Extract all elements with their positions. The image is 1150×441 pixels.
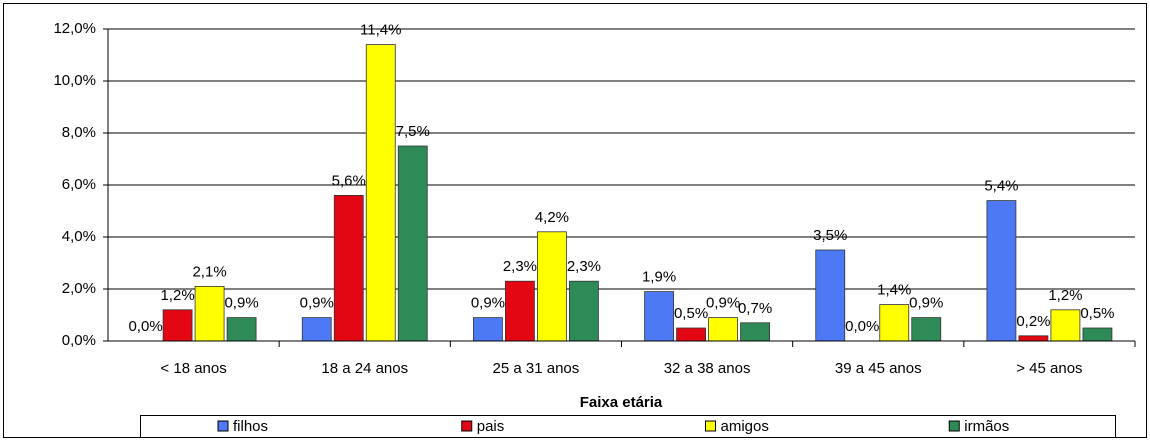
y-tick-label: 12,0% (53, 20, 96, 37)
bar (569, 280, 599, 342)
bar (708, 317, 738, 342)
bar (879, 304, 910, 342)
value-label: 5,4% (984, 178, 1018, 195)
bar (1018, 335, 1049, 342)
legend-swatch (217, 420, 229, 432)
bar (397, 145, 428, 342)
value-label: 2,3% (503, 258, 537, 275)
value-label: 0,9% (706, 295, 740, 312)
value-label: 0,9% (471, 295, 505, 312)
value-label: 1,2% (1048, 287, 1082, 304)
bar (644, 291, 674, 342)
value-label: 1,2% (160, 287, 194, 304)
value-label: 0,0% (845, 318, 879, 335)
bar (815, 249, 846, 342)
legend-box (140, 415, 1116, 438)
legend-swatch (705, 420, 716, 432)
x-tick-label: 18 a 24 anos (321, 360, 408, 377)
value-label: 1,9% (642, 269, 676, 286)
value-label: 0,0% (128, 318, 162, 335)
bar (676, 327, 706, 342)
value-label: 0,9% (909, 295, 943, 312)
bar (194, 285, 225, 342)
bar (226, 317, 257, 342)
bar (162, 309, 193, 342)
x-tick-label: 39 a 45 anos (835, 360, 922, 377)
bar (986, 200, 1017, 342)
value-label: 0,5% (674, 305, 708, 322)
y-tick-label: 10,0% (53, 72, 96, 89)
value-label: 1,4% (877, 282, 911, 299)
legend-label: irmãos (964, 418, 1009, 435)
legend-swatch (461, 420, 473, 432)
value-label: 4,2% (535, 209, 569, 226)
value-label: 0,7% (738, 300, 772, 317)
y-tick-label: 2,0% (62, 280, 96, 297)
value-label: 3,5% (813, 227, 847, 244)
bar (301, 317, 332, 342)
chart-border (3, 3, 1147, 438)
bar (537, 231, 567, 342)
y-tick-label: 0,0% (62, 332, 96, 349)
y-tick-label: 4,0% (62, 228, 96, 245)
legend-label: amigos (721, 418, 769, 435)
legend-label: filhos (233, 418, 268, 435)
y-tick-label: 8,0% (62, 124, 96, 141)
x-tick-label: > 45 anos (1016, 360, 1082, 377)
bar (333, 194, 364, 342)
value-label: 2,1% (192, 263, 226, 280)
value-label: 7,5% (396, 123, 430, 140)
value-label: 0,5% (1080, 305, 1114, 322)
legend-swatch (948, 420, 960, 432)
value-label: 5,6% (332, 172, 366, 189)
value-label: 0,9% (224, 295, 258, 312)
bar (505, 280, 535, 342)
value-label: 0,9% (300, 295, 334, 312)
bar (740, 322, 770, 342)
bar (473, 317, 503, 342)
value-label: 0,2% (1016, 313, 1050, 330)
x-tick-label: 32 a 38 anos (664, 360, 751, 377)
x-tick-label: < 18 anos (160, 360, 226, 377)
value-label: 2,3% (567, 258, 601, 275)
bar (1050, 309, 1081, 342)
bar (911, 317, 942, 342)
legend-label: pais (477, 418, 505, 435)
bar (365, 44, 396, 342)
x-tick-label: 25 a 31 anos (493, 360, 580, 377)
value-label: 11,4% (360, 22, 401, 39)
y-tick-label: 6,0% (62, 176, 96, 193)
x-axis-title: Faixa etária (580, 394, 663, 411)
bar (1082, 327, 1113, 342)
